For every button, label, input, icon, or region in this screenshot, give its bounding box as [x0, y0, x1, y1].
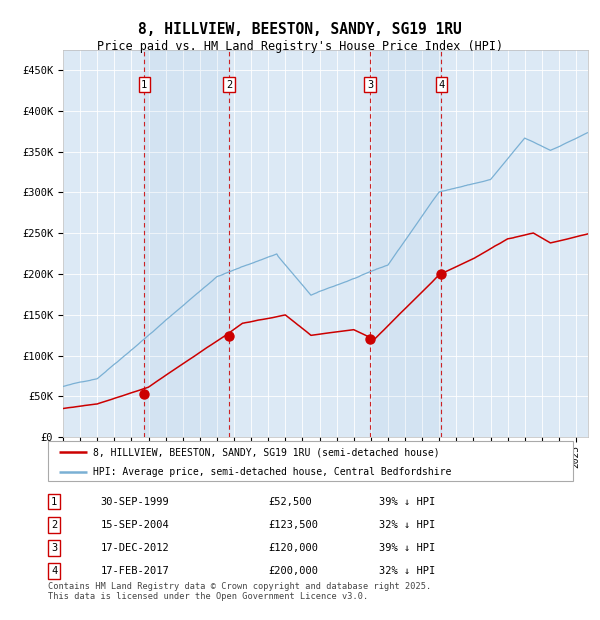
- Text: £120,000: £120,000: [269, 543, 319, 553]
- Text: £52,500: £52,500: [269, 497, 312, 507]
- FancyBboxPatch shape: [48, 441, 573, 481]
- Text: £200,000: £200,000: [269, 566, 319, 577]
- Text: 39% ↓ HPI: 39% ↓ HPI: [379, 497, 435, 507]
- Text: 2: 2: [226, 80, 232, 90]
- Text: 17-FEB-2017: 17-FEB-2017: [101, 566, 169, 577]
- Text: 4: 4: [438, 80, 445, 90]
- Text: 8, HILLVIEW, BEESTON, SANDY, SG19 1RU: 8, HILLVIEW, BEESTON, SANDY, SG19 1RU: [138, 22, 462, 37]
- Text: Contains HM Land Registry data © Crown copyright and database right 2025.
This d: Contains HM Land Registry data © Crown c…: [48, 582, 431, 601]
- Text: 30-SEP-1999: 30-SEP-1999: [101, 497, 169, 507]
- Text: 3: 3: [51, 543, 58, 553]
- Text: 39% ↓ HPI: 39% ↓ HPI: [379, 543, 435, 553]
- Bar: [370, 50, 441, 437]
- Bar: [144, 50, 229, 437]
- Text: 1: 1: [141, 80, 148, 90]
- Text: 15-SEP-2004: 15-SEP-2004: [101, 520, 169, 530]
- Text: 8, HILLVIEW, BEESTON, SANDY, SG19 1RU (semi-detached house): 8, HILLVIEW, BEESTON, SANDY, SG19 1RU (s…: [92, 448, 439, 458]
- Text: £123,500: £123,500: [269, 520, 319, 530]
- Text: 17-DEC-2012: 17-DEC-2012: [101, 543, 169, 553]
- Text: 32% ↓ HPI: 32% ↓ HPI: [379, 566, 435, 577]
- Text: 3: 3: [367, 80, 373, 90]
- Text: 2: 2: [51, 520, 58, 530]
- Text: HPI: Average price, semi-detached house, Central Bedfordshire: HPI: Average price, semi-detached house,…: [92, 467, 451, 477]
- Text: 1: 1: [51, 497, 58, 507]
- Text: 32% ↓ HPI: 32% ↓ HPI: [379, 520, 435, 530]
- Text: Price paid vs. HM Land Registry's House Price Index (HPI): Price paid vs. HM Land Registry's House …: [97, 40, 503, 53]
- Text: 4: 4: [51, 566, 58, 577]
